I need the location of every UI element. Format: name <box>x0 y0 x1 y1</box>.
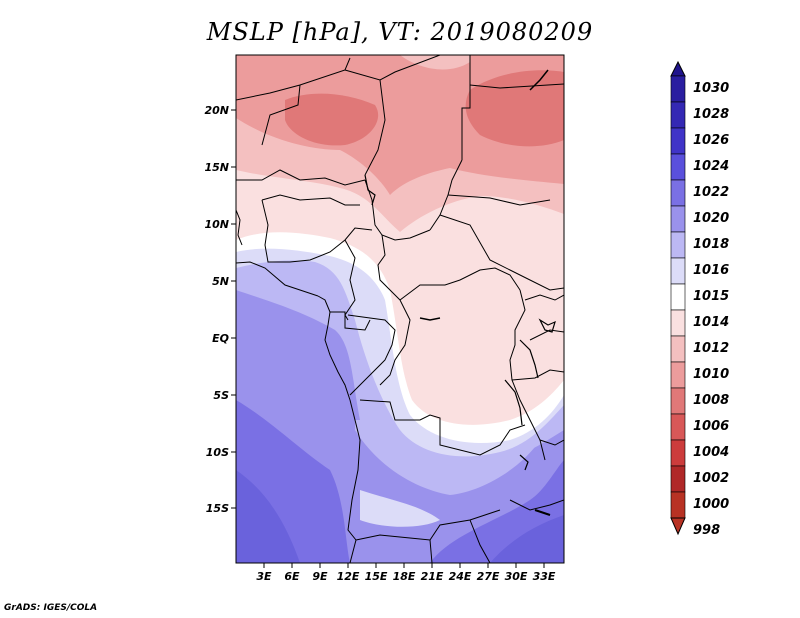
colorbar-label: 1030 <box>693 81 729 96</box>
colorbar-swatch <box>670 439 686 467</box>
lon-label: 18E <box>393 570 416 583</box>
latitude-axis: 20N 15N 10N 5N EQ 5S 10S 15S <box>204 104 236 515</box>
colorbar-label: 1006 <box>693 419 729 434</box>
colorbar-label: 1028 <box>693 107 729 122</box>
colorbar-swatch <box>670 153 686 181</box>
colorbar-label: 1018 <box>693 237 729 252</box>
field-1022-east <box>490 515 564 563</box>
colorbar-swatch <box>670 127 686 155</box>
lat-label: 5N <box>212 275 229 288</box>
lat-label: EQ <box>212 332 229 345</box>
colorbar-label: 1015 <box>693 289 729 304</box>
lat-label: 10S <box>206 446 229 459</box>
colorbar-swatch <box>670 283 686 311</box>
colorbar-label: 1024 <box>693 159 729 174</box>
country-borders <box>236 55 564 563</box>
map-frame <box>235 54 565 564</box>
colorbar-label: 998 <box>693 523 720 538</box>
lon-label: 6E <box>284 570 300 583</box>
colorbar-label: 1012 <box>693 341 729 356</box>
colorbar-label: 1000 <box>693 497 729 512</box>
colorbar-swatch <box>670 361 686 389</box>
lon-label: 24E <box>449 570 472 583</box>
lon-label: 21E <box>421 570 444 583</box>
longitude-axis: 3E 6E 9E 12E 15E 18E 21E 24E 27E 30E 33E <box>256 563 556 583</box>
colorbar-swatch <box>670 179 686 207</box>
field-1015-south <box>360 490 440 527</box>
colorbar-label: 1020 <box>693 211 729 226</box>
colorbar-swatch <box>670 335 686 363</box>
pressure-field <box>236 55 564 563</box>
colorbar-swatch <box>670 465 686 493</box>
lat-label: 20N <box>204 104 229 117</box>
lon-label: 27E <box>477 570 500 583</box>
credit-text: GrADS: IGES/COLA <box>4 603 98 613</box>
colorbar-swatch <box>670 205 686 233</box>
colorbar-swatch <box>670 231 686 259</box>
lon-label: 9E <box>312 570 328 583</box>
colorbar-label: 1022 <box>693 185 729 200</box>
lon-label: 15E <box>365 570 388 583</box>
lat-label: 15S <box>206 502 229 515</box>
field-1022-atlantic <box>236 470 300 563</box>
colorbar-label: 1026 <box>693 133 729 148</box>
colorbar-label: 1010 <box>693 367 729 382</box>
colorbar-swatch <box>670 257 686 285</box>
colorbar-bottom-arrow <box>670 517 686 536</box>
colorbar-swatch <box>670 387 686 415</box>
colorbar-label: 1004 <box>693 445 729 460</box>
colorbar-label: 1002 <box>693 471 729 486</box>
map-title: MSLP [hPa], VT: 2019080209 <box>206 18 594 46</box>
field-1006-east <box>465 70 564 147</box>
colorbar-swatch <box>670 413 686 441</box>
colorbar-label: 1008 <box>693 393 729 408</box>
colorbar: 1030 1028 1026 1024 1022 1020 1018 1016 1015 1014… <box>670 60 729 538</box>
lon-label: 33E <box>533 570 556 583</box>
colorbar-swatch <box>670 101 686 129</box>
colorbar-swatch <box>670 75 686 103</box>
colorbar-label: 1016 <box>693 263 729 278</box>
lat-label: 5S <box>213 389 229 402</box>
field-1006-west <box>285 93 379 146</box>
colorbar-swatch <box>670 491 686 519</box>
colorbar-top-arrow <box>670 60 686 77</box>
lon-label: 3E <box>256 570 272 583</box>
colorbar-label: 1014 <box>693 315 729 330</box>
lat-label: 10N <box>204 218 229 231</box>
lon-label: 12E <box>337 570 360 583</box>
lat-label: 15N <box>204 161 229 174</box>
lon-label: 30E <box>505 570 528 583</box>
colorbar-swatch <box>670 309 686 337</box>
